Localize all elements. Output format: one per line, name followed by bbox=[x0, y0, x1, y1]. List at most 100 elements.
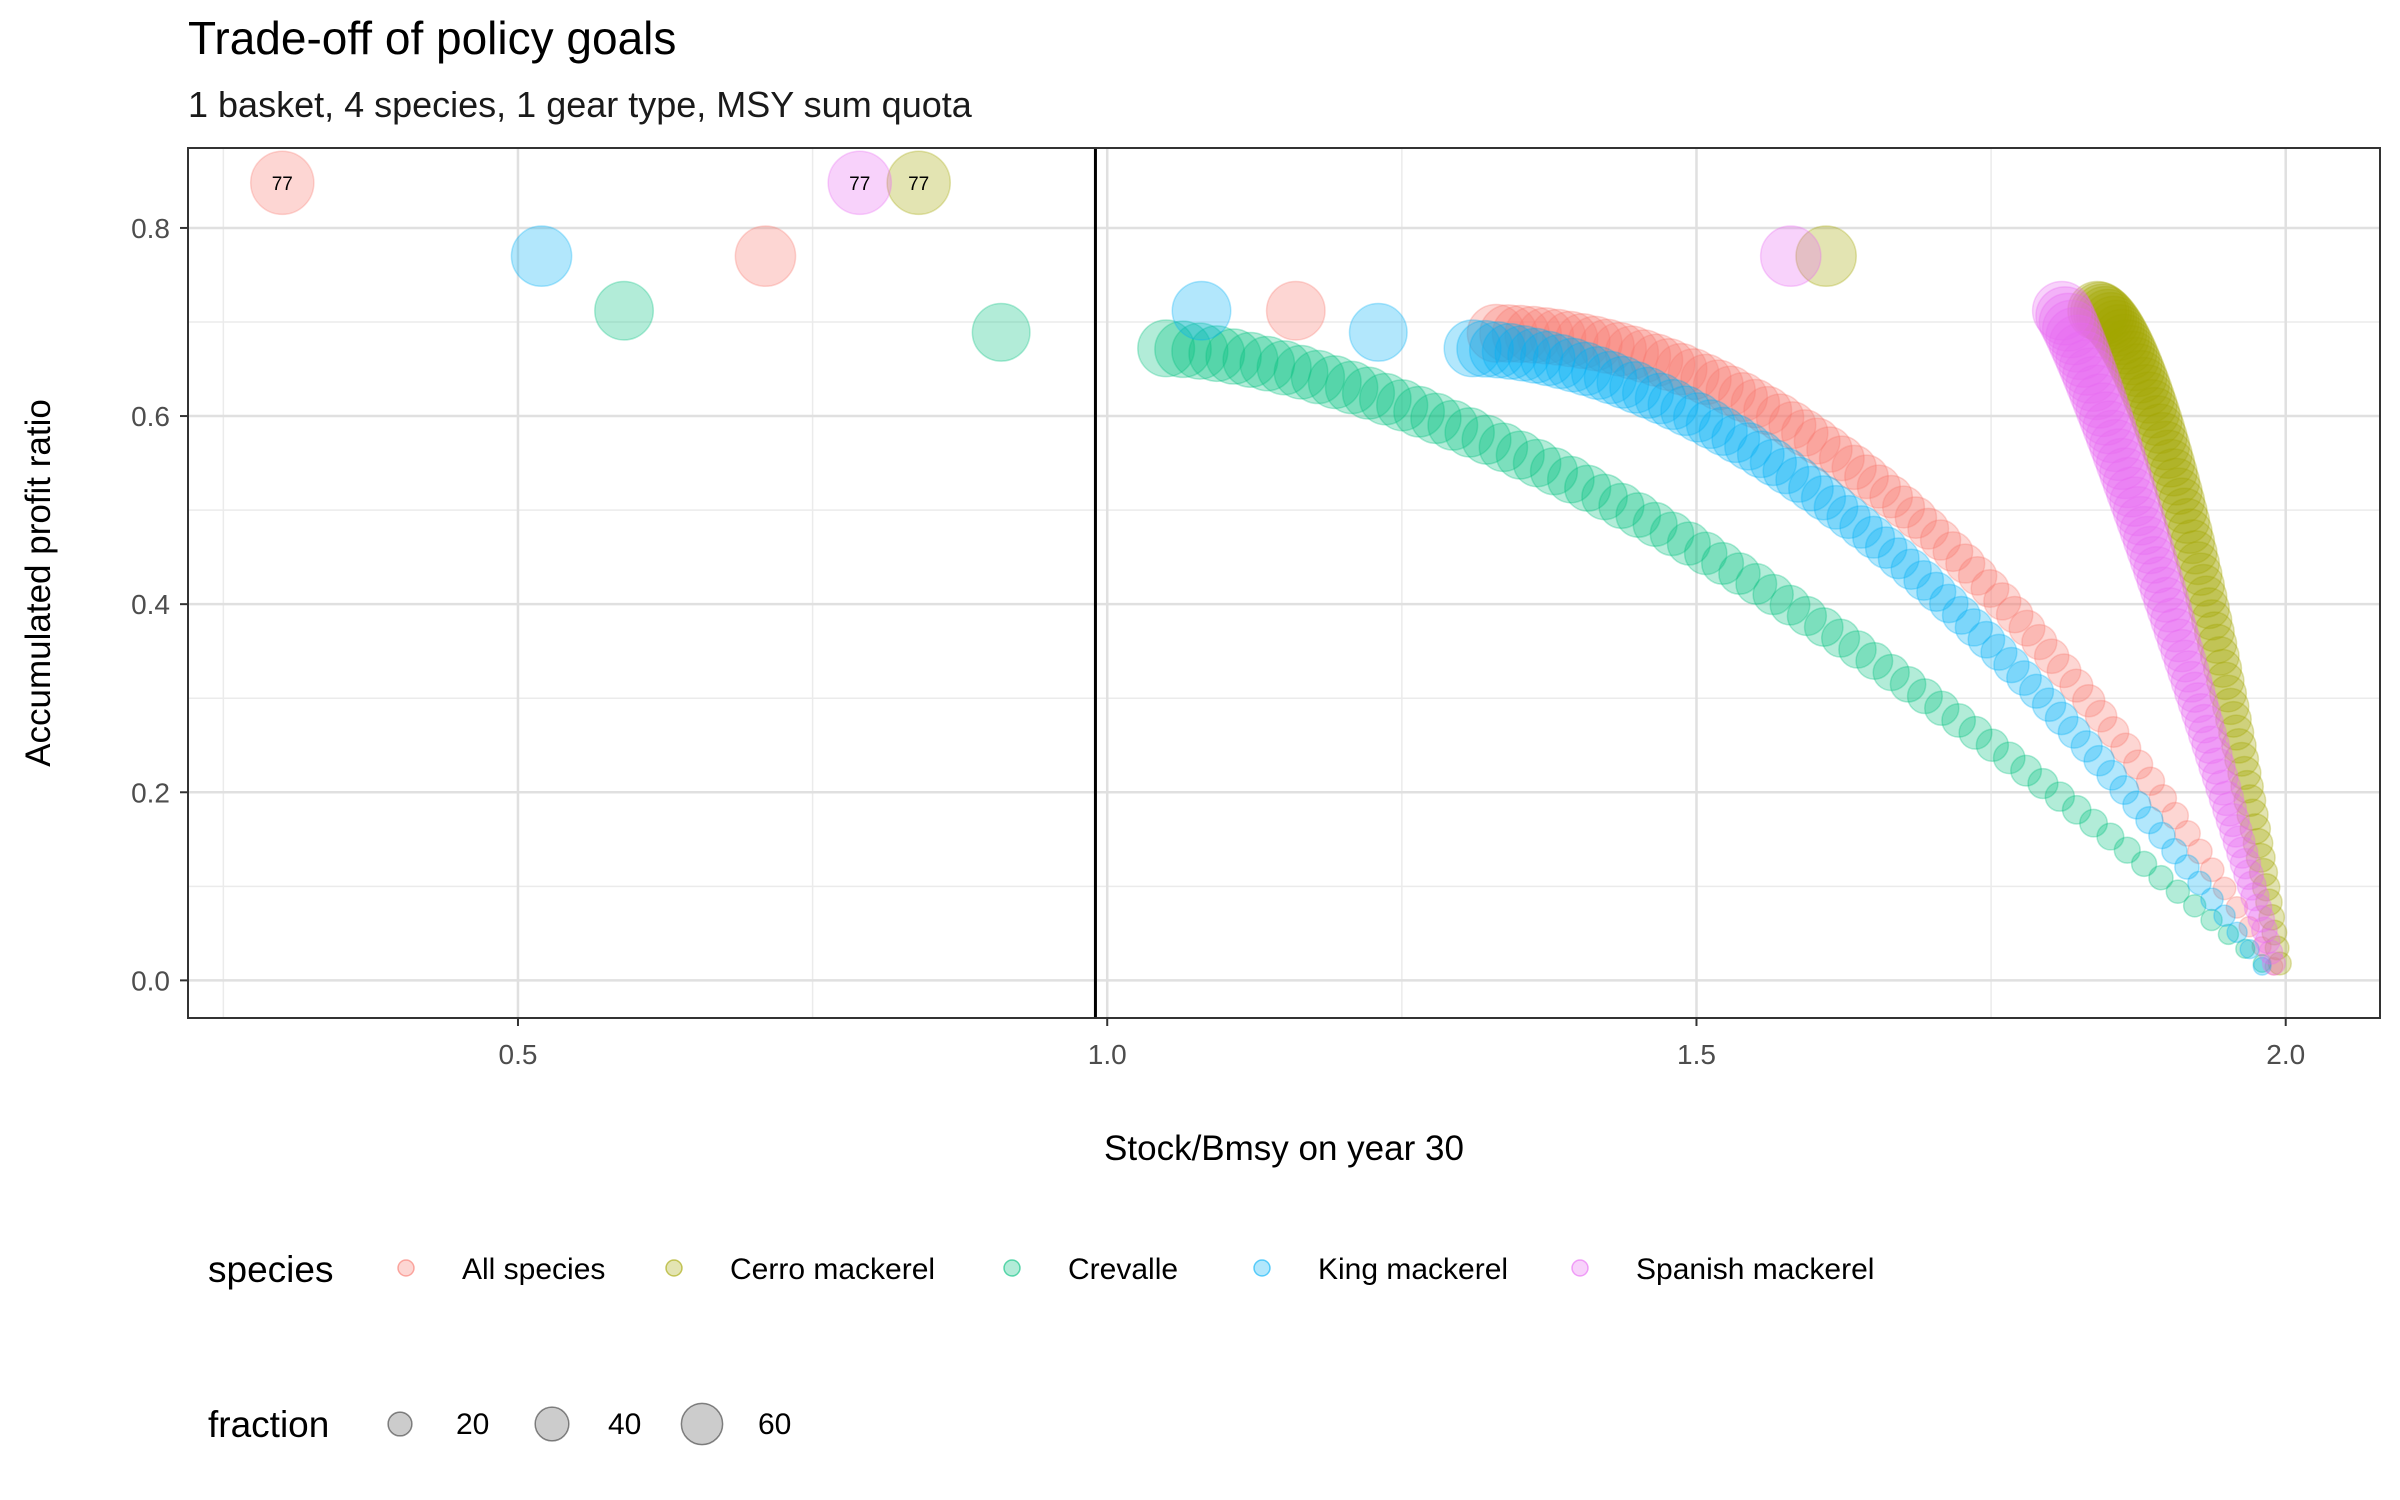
point-label: 77 bbox=[272, 174, 293, 195]
data-point bbox=[2199, 857, 2225, 883]
legend-species-title: species bbox=[208, 1249, 333, 1290]
data-point bbox=[2226, 836, 2259, 869]
data-point bbox=[510, 225, 573, 288]
data-point bbox=[1877, 537, 1920, 580]
data-point bbox=[1567, 315, 1623, 372]
data-point bbox=[1864, 526, 1908, 569]
data-point bbox=[2174, 671, 2216, 713]
data-point bbox=[2148, 864, 2174, 891]
data-point bbox=[1749, 438, 1798, 487]
data-point bbox=[1813, 484, 1859, 530]
data-point bbox=[1583, 350, 1638, 405]
data-point bbox=[2075, 382, 2131, 438]
legend-label: 20 bbox=[456, 1408, 489, 1441]
y-tick-label: 0.2 bbox=[131, 777, 170, 808]
data-point bbox=[2221, 728, 2257, 764]
data-point bbox=[1494, 325, 1551, 382]
data-point bbox=[2018, 673, 2055, 709]
data-point bbox=[1507, 327, 1564, 384]
data-point bbox=[2096, 759, 2128, 791]
legend-size-key bbox=[534, 1406, 570, 1442]
data-point bbox=[2236, 870, 2267, 901]
data-point bbox=[1906, 678, 1944, 715]
data-point bbox=[1546, 455, 1595, 504]
data-point bbox=[2202, 648, 2243, 688]
data-point bbox=[2196, 623, 2238, 664]
data-point bbox=[1788, 465, 1834, 512]
data-point bbox=[1705, 365, 1757, 417]
data-point bbox=[2194, 736, 2233, 775]
data-point bbox=[1680, 353, 1732, 406]
data-point bbox=[1831, 444, 1877, 491]
data-point bbox=[2033, 638, 2070, 675]
data-point bbox=[1324, 360, 1379, 415]
data-point bbox=[1838, 630, 1877, 669]
legend-label: 40 bbox=[608, 1408, 641, 1441]
data-point bbox=[2095, 437, 2149, 491]
data-point bbox=[1683, 531, 1728, 576]
data-point bbox=[2258, 939, 2284, 965]
data-point bbox=[1992, 741, 2026, 775]
data-point bbox=[2136, 556, 2184, 604]
data-point bbox=[1881, 485, 1926, 529]
data-point bbox=[1256, 340, 1312, 396]
data-point bbox=[1222, 331, 1279, 388]
data-point bbox=[1975, 728, 2010, 763]
data-point bbox=[2219, 814, 2253, 848]
data-point bbox=[1800, 475, 1847, 521]
data-point bbox=[1609, 361, 1662, 414]
data-point bbox=[2215, 700, 2252, 738]
data-point bbox=[2078, 391, 2134, 446]
data-point bbox=[2264, 935, 2290, 961]
data-point bbox=[1667, 348, 1720, 401]
grid-minor bbox=[188, 148, 2380, 1018]
data-point bbox=[1752, 573, 1794, 616]
data-point bbox=[2010, 754, 2043, 787]
data-point bbox=[2083, 744, 2116, 777]
legend-fraction-title: fraction bbox=[208, 1404, 329, 1445]
data-point bbox=[2218, 714, 2255, 751]
data-point bbox=[1717, 372, 1769, 423]
data-point bbox=[1793, 417, 1841, 465]
data-point bbox=[2174, 854, 2200, 880]
data-point bbox=[2096, 822, 2125, 851]
data-point bbox=[1692, 359, 1744, 411]
data-point bbox=[2149, 448, 2198, 497]
series-spanish-mackerel bbox=[827, 150, 2287, 976]
data-point bbox=[1592, 321, 1647, 377]
data-point bbox=[2222, 825, 2256, 859]
data-point bbox=[2236, 798, 2269, 831]
legend-species: species All species Cerro mackerel Crevall… bbox=[208, 1249, 1874, 1290]
data-point bbox=[2208, 674, 2248, 713]
data-point bbox=[2187, 587, 2230, 630]
data-point bbox=[2148, 783, 2178, 813]
data-point bbox=[1995, 595, 2034, 634]
data-point bbox=[2161, 837, 2188, 865]
data-point bbox=[2146, 438, 2196, 488]
plot-border bbox=[187, 147, 2381, 1019]
data-point bbox=[827, 150, 893, 216]
data-point bbox=[2119, 363, 2173, 417]
point-labels: 77 77 77 bbox=[272, 174, 930, 195]
data-point bbox=[2172, 529, 2218, 575]
data-point bbox=[1358, 372, 1412, 426]
data-point bbox=[2085, 409, 2140, 464]
data-point bbox=[2160, 628, 2204, 673]
data-point bbox=[1941, 703, 1977, 738]
data-point bbox=[2250, 916, 2278, 944]
data-point bbox=[2099, 447, 2152, 500]
data-point bbox=[1983, 582, 2022, 621]
data-point bbox=[1945, 543, 1986, 584]
data-point bbox=[2170, 660, 2213, 703]
data-point bbox=[2267, 951, 2292, 976]
data-point bbox=[2217, 923, 2240, 946]
data-point bbox=[1529, 447, 1579, 496]
data-point bbox=[2112, 486, 2163, 537]
data-point bbox=[2200, 887, 2224, 912]
data-point bbox=[734, 225, 797, 288]
data-point bbox=[2070, 730, 2103, 763]
data-point bbox=[1516, 307, 1575, 365]
data-point bbox=[2161, 487, 2208, 535]
data-point bbox=[2088, 418, 2143, 473]
